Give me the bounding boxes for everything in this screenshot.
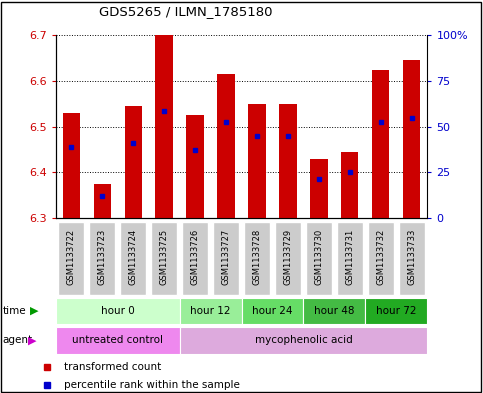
Text: untreated control: untreated control — [72, 335, 163, 345]
Text: hour 48: hour 48 — [314, 306, 355, 316]
Text: GSM1133725: GSM1133725 — [159, 229, 169, 285]
FancyBboxPatch shape — [180, 298, 242, 324]
FancyBboxPatch shape — [275, 222, 301, 295]
Text: GDS5265 / ILMN_1785180: GDS5265 / ILMN_1785180 — [99, 5, 272, 18]
FancyBboxPatch shape — [56, 298, 180, 324]
Bar — [372, 70, 389, 218]
FancyBboxPatch shape — [120, 222, 146, 295]
Text: time: time — [2, 306, 26, 316]
Bar — [94, 184, 111, 218]
FancyBboxPatch shape — [182, 222, 208, 295]
Bar — [403, 61, 421, 218]
FancyBboxPatch shape — [337, 222, 363, 295]
FancyBboxPatch shape — [89, 222, 115, 295]
Bar — [156, 35, 172, 218]
Text: hour 24: hour 24 — [252, 306, 293, 316]
Text: GSM1133722: GSM1133722 — [67, 229, 75, 285]
Bar — [186, 115, 203, 218]
Text: GSM1133732: GSM1133732 — [376, 229, 385, 285]
FancyBboxPatch shape — [368, 222, 394, 295]
Bar — [125, 106, 142, 218]
FancyBboxPatch shape — [151, 222, 177, 295]
Text: hour 0: hour 0 — [100, 306, 134, 316]
Text: GSM1133726: GSM1133726 — [190, 229, 199, 285]
FancyBboxPatch shape — [58, 222, 84, 295]
Text: agent: agent — [2, 335, 32, 345]
Text: percentile rank within the sample: percentile rank within the sample — [64, 380, 240, 389]
Bar — [341, 152, 358, 218]
Bar — [62, 113, 80, 218]
FancyBboxPatch shape — [366, 298, 427, 324]
Text: GSM1133731: GSM1133731 — [345, 229, 355, 285]
Bar — [280, 104, 297, 218]
FancyBboxPatch shape — [56, 327, 180, 354]
FancyBboxPatch shape — [242, 298, 303, 324]
FancyBboxPatch shape — [180, 327, 427, 354]
Text: GSM1133723: GSM1133723 — [98, 229, 107, 285]
Text: ▶: ▶ — [28, 335, 37, 345]
Text: transformed count: transformed count — [64, 362, 161, 372]
Text: GSM1133730: GSM1133730 — [314, 229, 324, 285]
Text: mycophenolic acid: mycophenolic acid — [255, 335, 353, 345]
Text: GSM1133727: GSM1133727 — [222, 229, 230, 285]
Text: GSM1133733: GSM1133733 — [408, 229, 416, 285]
Text: hour 72: hour 72 — [376, 306, 417, 316]
Bar — [311, 159, 327, 218]
Bar — [248, 104, 266, 218]
FancyBboxPatch shape — [306, 222, 332, 295]
FancyBboxPatch shape — [399, 222, 425, 295]
FancyBboxPatch shape — [244, 222, 270, 295]
Bar — [217, 74, 235, 218]
FancyBboxPatch shape — [303, 298, 366, 324]
Text: GSM1133724: GSM1133724 — [128, 229, 138, 285]
Text: GSM1133729: GSM1133729 — [284, 229, 293, 285]
FancyBboxPatch shape — [213, 222, 239, 295]
Text: hour 12: hour 12 — [190, 306, 231, 316]
Text: ▶: ▶ — [30, 306, 39, 316]
Text: GSM1133728: GSM1133728 — [253, 229, 261, 285]
